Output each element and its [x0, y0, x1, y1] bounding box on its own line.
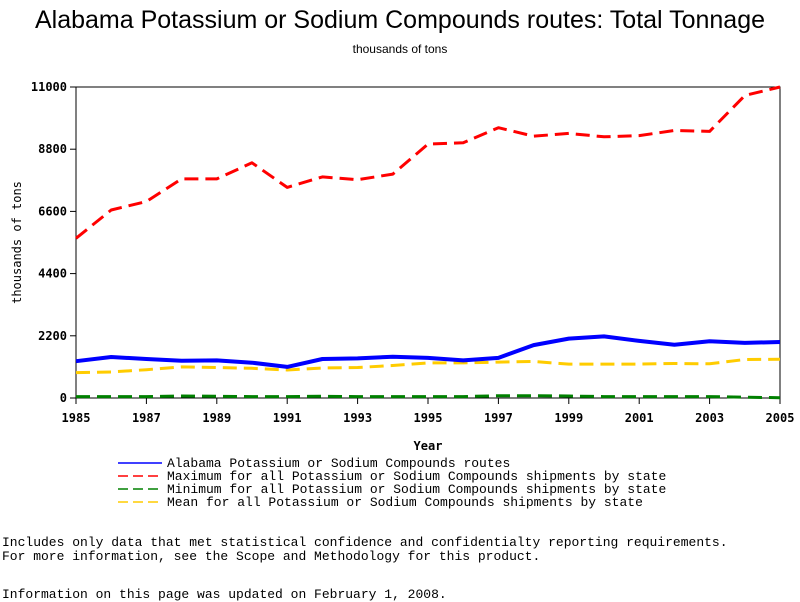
y-tick-label-0: 0: [60, 391, 67, 405]
y-tick-label-4400: 4400: [38, 267, 67, 281]
footnote-line-1: Includes only data that met statistical …: [2, 535, 728, 550]
y-tick-label-6600: 6600: [38, 204, 67, 218]
series-line-1: [75, 334, 781, 369]
updated-note: Information on this page was updated on …: [2, 587, 447, 602]
x-tick-label-1987: 1987: [132, 411, 161, 425]
legend-label-3: Minimum for all Potassium or Sodium Comp…: [167, 482, 666, 497]
plot-frame: [75, 86, 781, 399]
legend-label-4: Mean for all Potassium or Sodium Compoun…: [167, 495, 643, 510]
x-tick-label-1999: 1999: [554, 411, 583, 425]
series-line-3: [76, 394, 781, 400]
series-line-2: [75, 85, 781, 240]
x-tick-label-1991: 1991: [273, 411, 302, 425]
footnote-line-2: For more information, see the Scope and …: [2, 549, 541, 564]
legend-label-2: Maximum for all Potassium or Sodium Comp…: [167, 469, 666, 484]
chart-title: Alabama Potassium or Sodium Compounds ro…: [34, 6, 766, 34]
x-tick-label-2001: 2001: [625, 411, 654, 425]
chart-axes: 1985 1987 1989 1991 1993 1995 1997 1999 2001 2003…: [10, 80, 794, 453]
x-tick-label-2005: 2005: [766, 411, 795, 425]
x-tick-label-2003: 2003: [695, 411, 724, 425]
y-tick-label-11000: 11000: [31, 80, 67, 94]
series-line-4: [75, 357, 781, 375]
y-axis-label: thousands of tons: [10, 181, 24, 304]
x-tick-label-1993: 1993: [343, 411, 372, 425]
x-axis-label: Year: [414, 439, 443, 453]
y-tick-label-8800: 8800: [38, 142, 67, 156]
series-layer: [75, 85, 781, 400]
legend-label-1: Alabama Potassium or Sodium Compounds ro…: [167, 456, 510, 471]
chart-subtitle: thousands of tons: [352, 42, 448, 56]
x-tick-label-1989: 1989: [202, 411, 231, 425]
chart-legend: Alabama Potassium or Sodium Compounds ro…: [118, 456, 666, 510]
x-tick-label-1985: 1985: [62, 411, 91, 425]
y-tick-label-2200: 2200: [38, 329, 67, 343]
footnotes: Includes only data that met statistical …: [2, 536, 728, 564]
x-tick-label-1995: 1995: [414, 411, 443, 425]
x-tick-label-1997: 1997: [484, 411, 513, 425]
